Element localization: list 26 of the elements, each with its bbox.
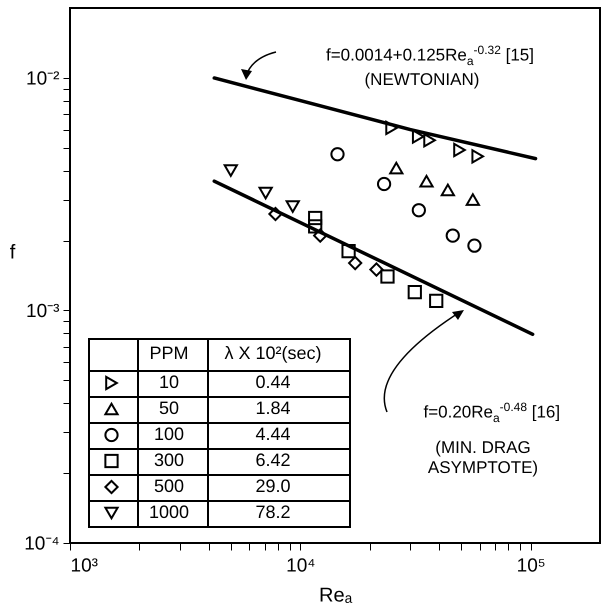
y-tick-label: 10⁻⁴ bbox=[24, 534, 60, 554]
annotation: f=0.0014+0.125Re$_{a}$$^{-0.32}$ [15] bbox=[326, 42, 534, 68]
legend-label: 100 bbox=[154, 424, 184, 444]
annotation: 78.2 bbox=[255, 502, 291, 522]
x-axis-title: Reₐ bbox=[318, 584, 353, 606]
annotation: λ X 10²(sec) bbox=[224, 343, 322, 363]
y-tick-label: 10⁻² bbox=[26, 68, 60, 90]
annotation: 1.84 bbox=[255, 398, 291, 418]
x-tick-label: 10⁴ bbox=[286, 556, 316, 576]
x-tick-label: 10⁵ bbox=[516, 556, 546, 576]
annotation: f=0.20Re$_{a}$$^{-0.48}$ [16] bbox=[424, 400, 560, 425]
annotation: (MIN. DRAG ASYMPTOTE) bbox=[426, 438, 540, 478]
annotation: 0.44 bbox=[255, 372, 291, 392]
y-axis-title: f bbox=[10, 242, 16, 264]
legend-label: 500 bbox=[154, 476, 184, 496]
annotation: 6.42 bbox=[255, 450, 291, 470]
legend-label: 300 bbox=[154, 450, 184, 470]
legend-label: 1000 bbox=[148, 502, 190, 522]
legend-label: 10 bbox=[158, 372, 180, 392]
annotation: 4.44 bbox=[255, 424, 291, 444]
x-tick-label: 10³ bbox=[70, 556, 98, 576]
legend-title: PPM bbox=[149, 343, 189, 363]
annotation: 29.0 bbox=[255, 476, 291, 496]
annotation: (NEWTONIAN) bbox=[364, 70, 480, 90]
legend-label: 50 bbox=[158, 398, 180, 418]
y-tick-label: 10⁻³ bbox=[26, 300, 60, 322]
